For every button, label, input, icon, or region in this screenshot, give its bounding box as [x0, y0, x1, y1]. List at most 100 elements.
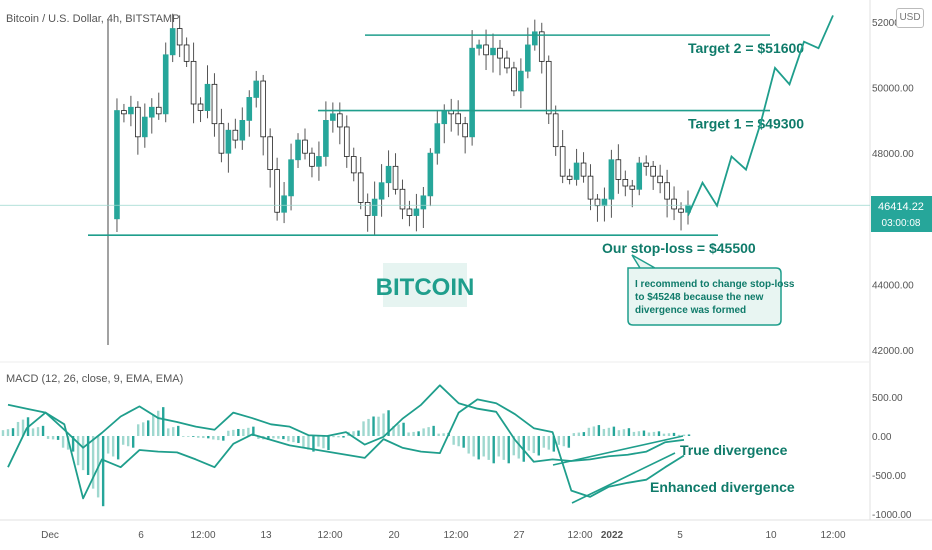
macd-bar: [126, 436, 130, 447]
projection-line: [687, 15, 834, 216]
price-tick-label: 48000.00: [872, 149, 914, 160]
macd-bar: [427, 427, 430, 436]
bitcoin-watermark: BITCOIN: [376, 274, 475, 301]
candle-body: [538, 31, 545, 62]
macd-bar: [16, 421, 20, 436]
macd-bar: [527, 436, 530, 451]
macd-bar: [187, 436, 190, 437]
macd-bar: [272, 436, 275, 439]
macd-bar: [462, 436, 465, 448]
candle-body: [678, 208, 684, 213]
macd-bar: [642, 430, 646, 436]
macd-bar: [277, 436, 280, 439]
macd-bar: [637, 431, 641, 436]
macd-bar: [507, 436, 510, 464]
macd-bar: [232, 429, 235, 436]
macd-bar: [172, 427, 175, 436]
candle-body: [232, 129, 239, 141]
macd-bar: [86, 436, 90, 475]
time-tick-label: 13: [260, 530, 272, 541]
candle-body: [629, 185, 636, 190]
price-tick-label: 52000.00: [872, 18, 914, 29]
macd-bar: [387, 410, 390, 436]
enhanced-divergence-line: [571, 452, 676, 504]
candle-body: [295, 139, 301, 161]
candle-body: [309, 152, 315, 167]
candle-body: [636, 162, 643, 190]
macd-bar: [472, 436, 475, 457]
macd-bar: [377, 416, 380, 436]
currency-button[interactable]: USD: [896, 8, 924, 28]
bar-countdown: 03:00:08: [882, 218, 921, 229]
macd-bar: [477, 436, 480, 460]
true-divergence-label: True divergence: [680, 442, 788, 458]
macd-bar: [227, 430, 230, 436]
macd-bar: [497, 436, 500, 457]
macd-bar: [367, 418, 370, 436]
macd-tick-label: 0.00: [872, 432, 892, 443]
macd-bar: [457, 436, 460, 447]
macd-bar: [307, 436, 310, 450]
candle-body: [622, 179, 629, 187]
candle-body: [587, 175, 594, 200]
candle-body: [427, 152, 434, 197]
candle-body: [316, 156, 322, 167]
macd-bar: [657, 431, 661, 436]
callout-line-2: to $45248 because the new: [635, 292, 764, 303]
macd-bar: [247, 427, 250, 436]
macd-histogram: [1, 407, 691, 507]
macd-bar: [492, 436, 495, 464]
candle-body: [155, 106, 162, 115]
macd-bar: [567, 436, 571, 448]
candle-body: [643, 162, 650, 167]
macd-bar: [106, 436, 110, 454]
macd-bar: [337, 436, 340, 438]
candle-body: [135, 106, 141, 138]
candle-body: [281, 195, 287, 213]
candle-body: [239, 120, 246, 141]
macd-bar: [392, 426, 395, 436]
true-divergence-line: [552, 435, 684, 466]
macd-tick-label: 500.00: [872, 393, 903, 404]
watermark-bg: [383, 263, 467, 307]
price-tick-label: 50000.00: [872, 84, 914, 95]
macd-bar: [677, 434, 681, 436]
candle-body: [190, 60, 197, 105]
macd-bar: [136, 424, 140, 436]
time-tick-label: 27: [513, 530, 525, 541]
macd-bar: [222, 436, 225, 441]
candle-body: [323, 120, 329, 157]
candle-body: [357, 172, 364, 203]
macd-bar: [572, 433, 576, 436]
macd-tick-label: -1000.00: [872, 510, 912, 521]
candle-body: [511, 67, 517, 92]
macd-bar: [51, 436, 55, 440]
symbol-title: Bitcoin / U.S. Dollar, 4h, BITSTAMP: [6, 13, 179, 25]
candle-body: [330, 113, 336, 121]
time-tick-label: 12:00: [567, 530, 592, 541]
candle-body: [504, 57, 510, 69]
macd-bar: [162, 407, 165, 436]
candle-body: [302, 139, 308, 154]
macd-bar: [442, 433, 445, 436]
time-tick-label: Dec: [41, 530, 59, 541]
candle-body: [413, 208, 420, 216]
macd-bar: [167, 428, 170, 436]
macd-bar: [617, 430, 621, 436]
macd-bar: [21, 419, 25, 436]
macd-line: [7, 398, 685, 500]
current-price: 46414.22: [878, 201, 924, 213]
macd-bar: [652, 431, 656, 436]
time-tick-label: 5: [677, 530, 683, 541]
macd-bar: [1, 430, 5, 436]
macd-bar: [532, 436, 535, 454]
candle-body: [434, 123, 441, 154]
time-tick-label: 12:00: [317, 530, 342, 541]
projection-path: [687, 15, 834, 216]
candle-body: [392, 165, 399, 190]
macd-bar: [357, 430, 360, 436]
candle-body: [545, 60, 552, 115]
candle-body: [343, 126, 350, 157]
candle-body: [253, 80, 260, 98]
